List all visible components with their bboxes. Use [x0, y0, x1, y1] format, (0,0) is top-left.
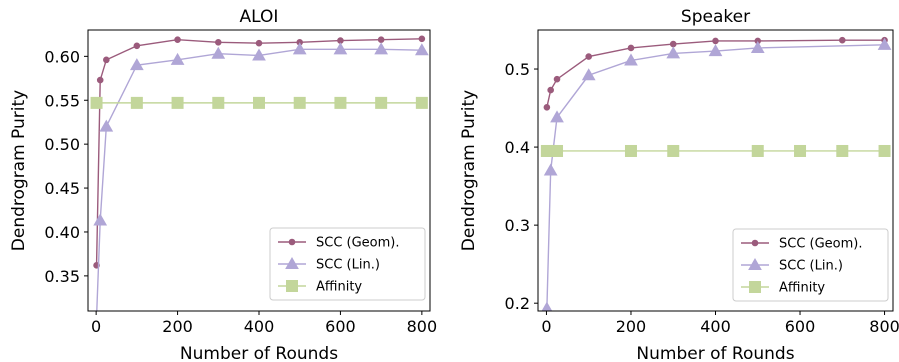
aloi-x-tick-label: 800: [407, 317, 438, 336]
speaker-legend-label: SCC (Lin.): [779, 259, 843, 274]
aloi-data-point: [96, 76, 104, 84]
speaker-chart: Speaker 0 200 400 600 800 0.2 0.3 0.4 0.5 Number o…: [459, 7, 899, 362]
speaker-legend-box: [732, 228, 889, 302]
speaker-plot-area: [540, 36, 892, 311]
speaker-data-point: [877, 37, 892, 50]
aloi-data-point: [212, 96, 225, 109]
aloi-data-point: [133, 42, 141, 50]
speaker-y-tick-label: 0.4: [505, 138, 530, 157]
aloi-x-tick-label: 200: [162, 317, 193, 336]
speaker-x-axis-label: Number of Rounds: [636, 344, 794, 362]
aloi-data-point: [99, 119, 114, 132]
speaker-x-tick-label: 400: [700, 317, 731, 336]
speaker-x-tick-label: 800: [869, 317, 899, 336]
speaker-data-point: [751, 144, 764, 157]
speaker-legend-marker: [748, 257, 762, 270]
aloi-y-tick-label: 0.50: [44, 135, 80, 154]
speaker-data-point: [547, 86, 554, 94]
speaker-legend-marker: [751, 239, 759, 247]
speaker-series-line-0: [546, 39, 885, 108]
speaker-data-point: [581, 68, 596, 81]
aloi-data-point: [90, 96, 103, 109]
aloi-data-point: [103, 56, 110, 64]
speaker-x-tick-label: 600: [785, 317, 816, 336]
aloi-legend-label: SCC (Lin.): [316, 258, 380, 273]
aloi-y-tick-label: 0.40: [44, 223, 80, 242]
aloi-data-point: [174, 36, 181, 43]
speaker-data-point: [669, 40, 677, 48]
aloi-legend-label: Affinity: [316, 280, 362, 295]
speaker-data-point: [553, 75, 561, 83]
speaker-title: Speaker: [681, 7, 750, 27]
aloi-legend-label: SCC (Geom).: [316, 236, 400, 251]
speaker-data-point: [878, 144, 891, 157]
aloi-data-point: [333, 42, 348, 55]
speaker-data-point: [551, 144, 564, 157]
aloi-data-point: [414, 43, 429, 56]
aloi-y-tick-label: 0.45: [44, 179, 80, 198]
aloi-data-point: [130, 96, 143, 109]
aloi-legend-marker: [286, 280, 298, 292]
aloi-chart: ALOI 0 200 400 600 800 0.35 0.40 0.45 0.50 0.55 0.6…: [9, 7, 437, 362]
speaker-data-point: [627, 44, 635, 52]
speaker-x-tick-label: 200: [616, 317, 647, 336]
speaker-data-point: [543, 103, 551, 111]
speaker-y-tick-label: 0.5: [505, 60, 530, 79]
aloi-title: ALOI: [240, 7, 279, 27]
aloi-data-point: [292, 42, 307, 55]
aloi-data-point: [211, 46, 226, 59]
speaker-data-point: [712, 37, 719, 45]
aloi-legend: SCC (Geom). SCC (Lin.) Affinity: [269, 227, 426, 301]
speaker-data-point: [585, 53, 593, 60]
speaker-y-axis-label: Dendrogram Purity: [459, 90, 479, 251]
speaker-y-tick-label: 0.3: [505, 216, 530, 235]
aloi-y-tick-label: 0.60: [44, 47, 80, 66]
aloi-data-point: [214, 38, 222, 46]
speaker-legend: SCC (Geom). SCC (Lin.) Affinity: [732, 228, 889, 302]
aloi-data-point: [253, 96, 265, 109]
aloi-y-tick-label: 0.35: [44, 267, 80, 286]
speaker-legend-label: SCC (Geom).: [779, 237, 863, 252]
speaker-data-point: [750, 40, 765, 53]
speaker-data-point: [836, 144, 849, 157]
aloi-data-point: [170, 52, 185, 65]
aloi-data-point: [171, 96, 184, 109]
aloi-data-point: [377, 36, 385, 43]
aloi-data-point: [415, 96, 428, 109]
aloi-y-tick-label: 0.55: [44, 91, 80, 110]
aloi-data-point: [293, 96, 306, 109]
speaker-legend-marker: [749, 281, 761, 293]
aloi-x-tick-label: 400: [244, 317, 275, 336]
speaker-data-point: [624, 53, 638, 66]
aloi-data-point: [252, 48, 266, 61]
speaker-data-point: [550, 110, 564, 123]
speaker-data-point: [666, 46, 681, 59]
aloi-data-point: [93, 213, 108, 226]
aloi-data-point: [375, 96, 388, 109]
aloi-data-point: [374, 42, 389, 55]
aloi-legend-marker: [288, 238, 296, 246]
aloi-data-point: [255, 39, 263, 47]
aloi-y-axis-label: Dendrogram Purity: [9, 90, 29, 251]
aloi-x-tick-label: 600: [325, 317, 356, 336]
aloi-legend-marker: [285, 256, 299, 269]
speaker-data-point: [624, 144, 637, 157]
aloi-data-point: [334, 96, 347, 109]
speaker-data-point: [667, 144, 680, 157]
aloi-x-axis-label: Number of Rounds: [180, 344, 338, 362]
aloi-data-point: [418, 35, 426, 43]
speaker-data-point: [708, 44, 723, 57]
speaker-x-tick-label: 0: [541, 317, 551, 336]
aloi-x-tick-label: 0: [91, 317, 101, 336]
aloi-data-point: [129, 58, 144, 71]
speaker-legend-label: Affinity: [779, 281, 825, 296]
speaker-data-point: [543, 163, 558, 176]
speaker-data-point: [838, 36, 846, 44]
aloi-legend-box: [269, 227, 426, 301]
speaker-y-tick-label: 0.2: [505, 294, 530, 313]
speaker-data-point: [541, 301, 553, 311]
aloi-plot-area: [90, 35, 429, 311]
speaker-data-point: [794, 144, 807, 157]
